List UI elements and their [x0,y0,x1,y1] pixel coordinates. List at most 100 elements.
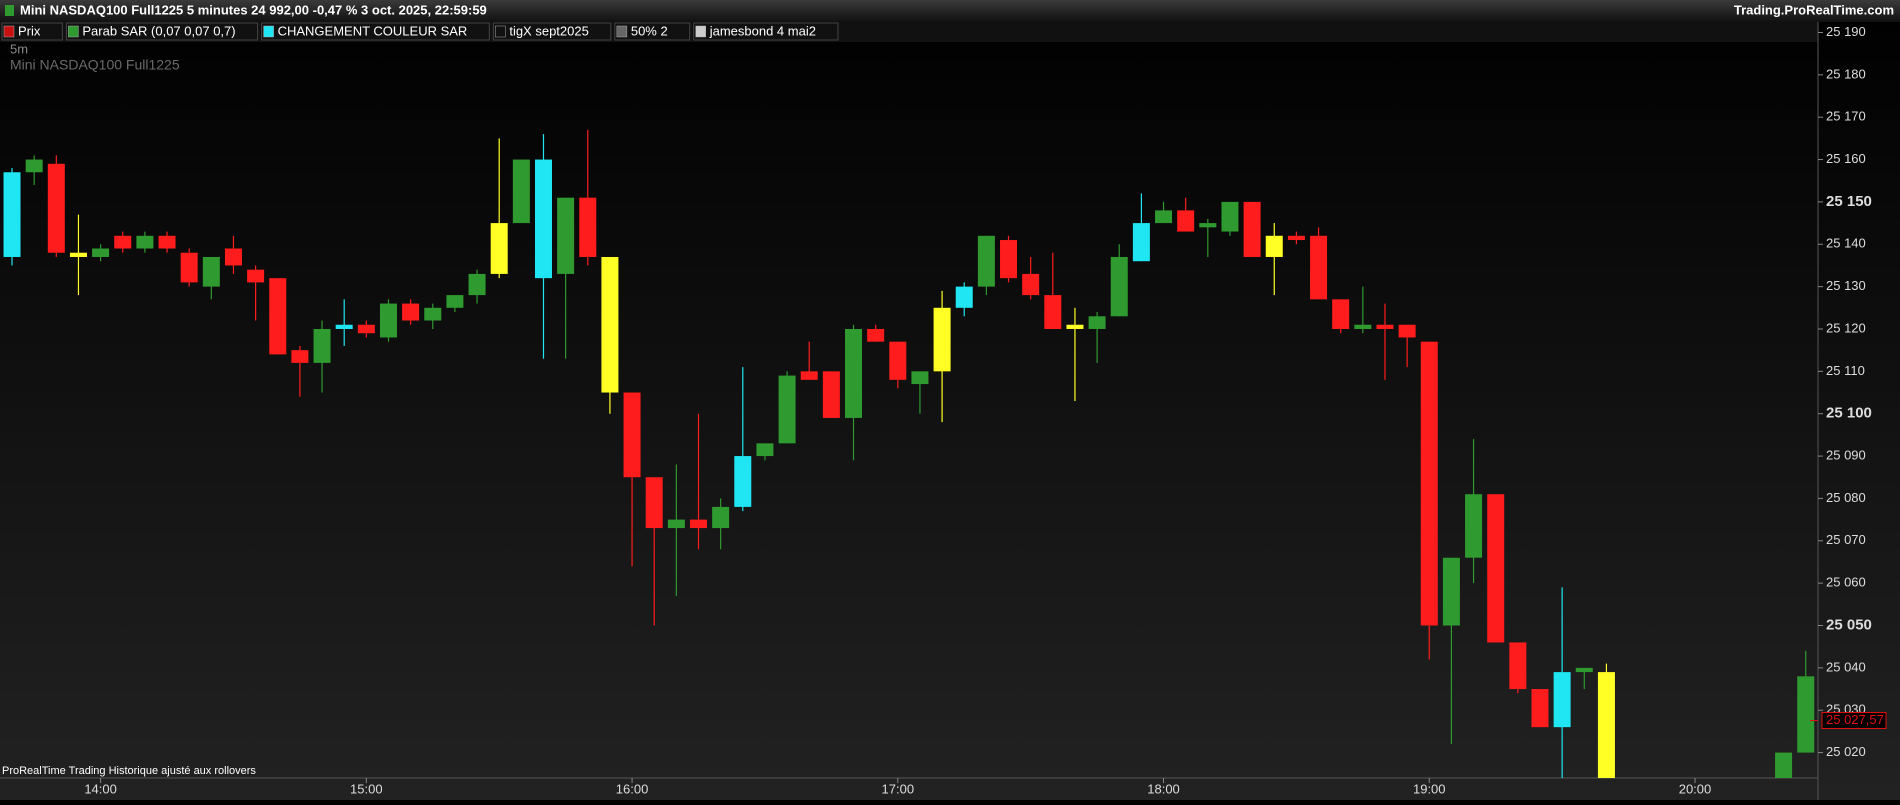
y-tick-label: 25 090 [1826,448,1866,463]
candle-body [136,235,154,249]
candle-body [889,341,907,380]
candle-body [734,456,752,507]
candle-body [579,197,597,257]
candle-body [468,273,486,296]
x-tick-label: 14:00 [84,781,117,796]
y-tick-label: 25 110 [1826,363,1865,378]
candle-body [778,375,796,444]
x-tick-label: 19:00 [1413,781,1446,796]
candle-body [690,519,707,529]
indicator-bar [0,22,1818,42]
x-tick-label: 20:00 [1679,781,1712,796]
candle-body [955,286,973,308]
candle-body [1022,273,1040,296]
candle-body [313,328,331,363]
y-tick-label: 25 180 [1826,66,1866,81]
indicator-label[interactable]: tigX sept2025 [509,23,589,38]
candle-body [224,248,242,266]
last-price-label: 25 027,57 [1826,712,1884,727]
candle-body [1487,494,1505,643]
candle-body [1243,201,1261,257]
candle-body [911,371,929,385]
y-tick-label: 25 160 [1826,151,1866,166]
candle-body [1797,676,1815,753]
indicator-label[interactable]: 50% 2 [631,23,668,38]
candle-body [933,307,951,372]
y-tick-label: 25 120 [1826,320,1866,335]
indicator-label[interactable]: jamesbond 4 mai2 [709,23,816,38]
candle-body [47,163,65,253]
indicator-box [65,22,259,41]
y-tick-label: 25 190 [1826,24,1866,39]
candle-body [180,252,198,283]
indicator-list: Prix Parab SAR (0,07 0,07 0,7) CHANGEMENT … [1,22,839,41]
indicator-swatch [495,25,506,38]
candle-body [623,392,641,478]
icon [5,5,14,16]
candle-body [1775,752,1793,778]
candle-body [1376,324,1394,329]
indicator-box [614,22,691,41]
candle-body [1265,235,1283,257]
candle-body [800,371,818,380]
y-tick-label: 25 070 [1826,532,1866,547]
y-tick-label: 25 020 [1826,744,1866,759]
y-tick-label: 25 140 [1826,236,1866,251]
candle-body [402,303,420,321]
indicator-box [1,22,63,41]
candle-body [1177,210,1195,232]
candle-body [1066,324,1084,329]
y-tick-label: 25 040 [1826,659,1866,674]
candle-body [1354,324,1372,329]
candle-body [645,477,663,529]
candle-body [557,197,575,274]
candle-body [667,519,685,529]
candle-body [845,328,863,418]
candle-body [1155,210,1173,224]
candle-body [1000,240,1018,279]
candle-body [1597,672,1615,778]
candle-body [977,235,995,287]
x-tick-label: 18:00 [1147,781,1180,796]
candle-body [756,443,774,457]
indicator-label[interactable]: Prix [18,23,41,38]
last-price-box [1821,712,1887,730]
candle-body [1221,201,1239,232]
indicator-swatch [68,25,79,38]
x-tick-label: 15:00 [350,781,383,796]
candle-body [158,235,176,249]
indicator-label[interactable]: Parab SAR (0,07 0,07 0,7) [82,23,235,38]
candle-body [69,252,87,257]
y-tick-label: 25 080 [1826,490,1866,505]
header-title: Mini NASDAQ100 Full1225 5 minutes 24 992… [20,2,487,17]
candle-body [1110,256,1128,317]
y-tick-label: 25 170 [1826,109,1866,124]
plot [3,129,1815,778]
candle-body [1420,341,1438,626]
indicator-label[interactable]: CHANGEMENT COULEUR SAR [278,23,468,38]
candle-body [534,159,552,279]
site: Trading.ProRealTime.com [1734,2,1894,17]
candle-body [490,223,508,274]
candle-body [379,303,397,338]
candle-body [335,324,353,329]
indicator-swatch [616,25,628,38]
x-tick-label: 17:00 [882,781,915,796]
indicator-swatch [263,25,274,38]
indicator-box [492,22,612,41]
candle-body [247,269,265,283]
y-tick-label: 25 150 [1826,193,1872,210]
y-tick-label: 25 100 [1826,405,1872,422]
indicator-swatch [695,25,706,38]
candle-body [202,256,220,287]
candle-body [1398,324,1416,338]
candle-body [1287,235,1305,241]
timeframe: 5m [10,41,28,56]
candle-body [712,506,730,529]
candle-body [1553,672,1571,728]
header-bar [0,0,1900,22]
candle-body [867,328,885,342]
candle-body [357,324,375,334]
